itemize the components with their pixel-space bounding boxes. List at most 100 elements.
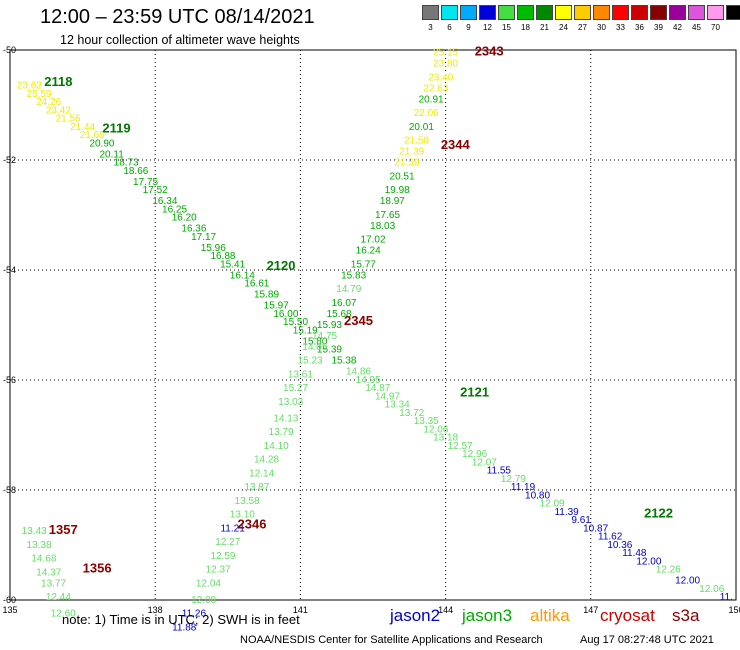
wave-height-value: 15.80: [302, 336, 327, 347]
wave-height-value: 14.13: [273, 413, 298, 424]
wave-height-value: 13.34: [385, 400, 410, 411]
wave-height-value: 11.21: [220, 523, 245, 534]
wave-height-value: 20.11: [99, 149, 124, 160]
wave-height-value: 11.88: [172, 622, 197, 633]
wave-height-value: 25.59: [27, 89, 52, 100]
wave-height-value: 23.42: [46, 105, 71, 116]
wave-height-value: 17.02: [360, 235, 385, 246]
y-tick-label: -56: [3, 375, 16, 385]
wave-height-value: 15.39: [317, 345, 342, 356]
wave-height-value: 21.39: [399, 147, 424, 158]
wave-height-value: 13.38: [27, 540, 52, 551]
legend-swatch: [669, 5, 686, 20]
wave-height-value: 17.75: [133, 177, 158, 188]
wave-height-value: 15.19: [293, 325, 318, 336]
wave-height-value: 14.75: [312, 331, 337, 342]
wave-height-value: 10.80: [525, 490, 550, 501]
wave-height-value: 12.06: [699, 584, 724, 595]
wave-height-value: 15.83: [341, 270, 366, 281]
wave-height-value: 9.61: [571, 515, 591, 526]
satellite-jason2: jason2: [390, 606, 441, 625]
wave-height-value: 10.87: [583, 523, 608, 534]
wave-height-value: 12.44: [46, 592, 71, 603]
credit-line: NOAA/NESDIS Center for Satellite Applica…: [240, 634, 543, 646]
wave-height-value: 15.27: [283, 383, 308, 394]
legend-label: 33: [616, 23, 625, 32]
wave-height-value: 12.59: [210, 551, 235, 562]
wave-height-value: 13.03: [278, 397, 303, 408]
wave-height-value: 11.39: [554, 507, 579, 518]
wave-height-value: 10.36: [607, 540, 632, 551]
legend-label: 30: [597, 23, 606, 32]
legend-label: 12: [483, 23, 492, 32]
wave-height-value: 21.65: [80, 130, 105, 141]
wave-height-value: 12.09: [540, 499, 565, 510]
legend-label: 42: [673, 23, 682, 32]
wave-height-value: 12.06: [423, 424, 448, 435]
legend-label: 45: [692, 23, 701, 32]
pass-time-label: 2345: [344, 313, 373, 328]
legend-label: 15: [502, 23, 511, 32]
x-tick-label: 135: [2, 605, 17, 615]
legend-swatch: [631, 5, 648, 20]
wave-height-value: 12.27: [215, 537, 240, 548]
wave-height-value: 15.68: [327, 309, 352, 320]
legend-swatch: [441, 5, 458, 20]
legend-label: 6: [447, 23, 452, 32]
wave-height-value: 15.97: [264, 301, 289, 312]
wave-height-value: 12.57: [448, 441, 473, 452]
wave-height-value: 18.66: [123, 166, 148, 177]
legend-label: 9: [466, 23, 471, 32]
wave-height-value: 25.15: [433, 48, 458, 59]
wave-height-value: 18.03: [370, 221, 395, 232]
wave-height-value: 11.26: [182, 609, 207, 620]
wave-height-value: 16.61: [244, 279, 269, 290]
x-tick-label: 138: [148, 605, 163, 615]
wave-height-value: 14.95: [356, 375, 381, 386]
wave-height-value: 15.96: [201, 243, 226, 254]
wave-height-value: 12.08: [191, 595, 216, 606]
pass-time-label: 2118: [44, 74, 72, 89]
map-title: 12:00 – 23:59 UTC 08/14/2021: [40, 6, 315, 28]
legend-swatch: [593, 5, 610, 20]
wave-height-value: 13.72: [399, 408, 424, 419]
wave-height-value: 12.07: [472, 457, 497, 468]
legend-swatch: [612, 5, 629, 20]
wave-height-value: 16.14: [230, 270, 255, 281]
legend-label: 36: [635, 23, 644, 32]
wave-height-value: 13.58: [235, 496, 260, 507]
wave-height-value: 11.: [720, 592, 733, 603]
legend-swatch: [707, 5, 724, 20]
satellite-altika: altika: [530, 606, 570, 625]
wave-height-value: 18.97: [380, 196, 405, 207]
y-tick-label: -54: [3, 265, 16, 275]
legend-label: 3: [428, 23, 433, 32]
wave-height-value: 12.14: [249, 468, 274, 479]
wave-height-value: 13.77: [41, 578, 66, 589]
wave-height-value: 18.73: [114, 158, 139, 169]
wave-height-value: 20.51: [390, 171, 415, 182]
legend-label: 21: [540, 23, 549, 32]
satellite-cryosat: cryosat: [600, 606, 655, 625]
wave-height-value: 15.41: [220, 259, 245, 270]
wave-height-value: 14.28: [254, 455, 279, 466]
legend-swatch: [479, 5, 496, 20]
legend-label: 39: [654, 23, 663, 32]
wave-height-value: 11.55: [487, 466, 512, 477]
wave-height-value: 21.56: [56, 114, 81, 125]
wave-height-value: 15.77: [351, 259, 376, 270]
y-tick-label: -58: [3, 485, 16, 495]
wave-height-value: 15.50: [283, 317, 308, 328]
x-tick-label: 144: [438, 605, 453, 615]
wave-height-value: 16.20: [172, 213, 197, 224]
wave-height-value: 23.40: [428, 72, 453, 83]
legend-swatch: [460, 5, 477, 20]
wave-height-value: 20.90: [89, 138, 114, 149]
wave-height-value: 12.00: [675, 576, 700, 587]
legend-label: 18: [521, 23, 530, 32]
wave-height-value: 11.19: [511, 482, 536, 493]
wave-height-value: 15.93: [317, 320, 342, 331]
wave-height-value: 16.36: [181, 224, 206, 235]
wave-height-value: 24.26: [36, 97, 61, 108]
